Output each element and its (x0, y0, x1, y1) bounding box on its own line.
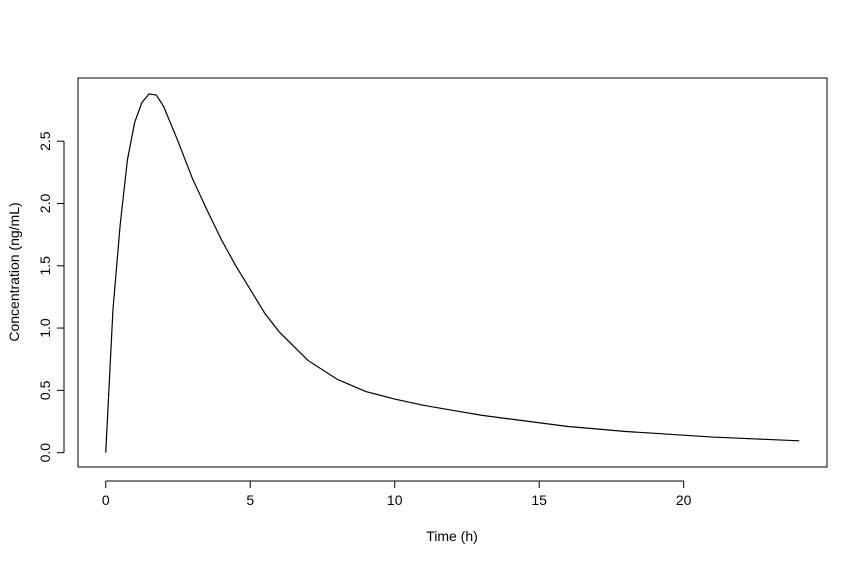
x-axis-label: Time (h) (426, 528, 478, 544)
y-tick-label: 0.0 (37, 443, 53, 463)
y-tick-label: 2.5 (37, 131, 53, 151)
x-tick-label: 20 (676, 492, 692, 508)
data-line (105, 93, 800, 453)
x-tick-label: 5 (246, 492, 254, 508)
x-tick-label: 0 (102, 492, 110, 508)
y-tick-label: 2.0 (37, 194, 53, 214)
y-tick-label: 1.5 (37, 256, 53, 276)
x-tick-label: 10 (387, 492, 403, 508)
x-tick-label: 15 (531, 492, 547, 508)
y-tick-label: 0.5 (37, 380, 53, 400)
y-tick-label: 1.0 (37, 318, 53, 338)
y-axis-label: Concentration (ng/mL) (6, 202, 22, 341)
plot-box (77, 77, 828, 468)
